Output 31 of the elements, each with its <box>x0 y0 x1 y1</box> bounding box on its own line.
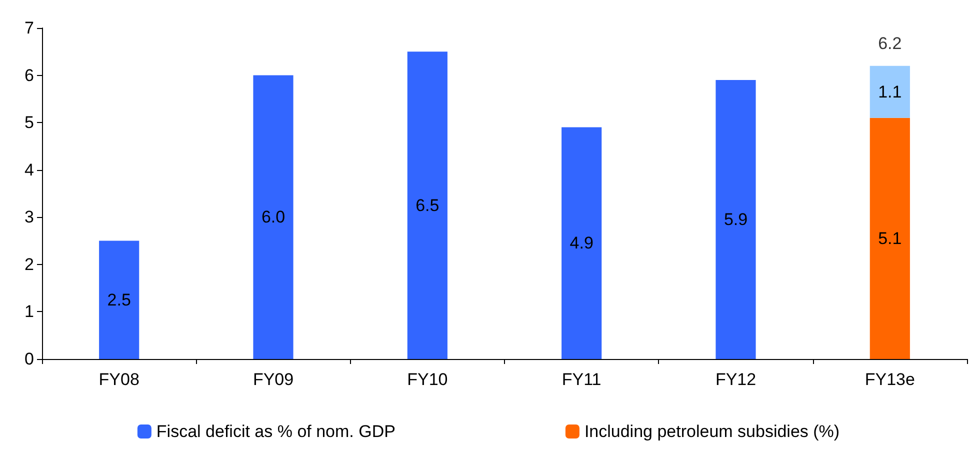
data-label: 5.9 <box>724 210 748 230</box>
x-tick-label: FY10 <box>407 370 448 389</box>
y-tick-label: 4 <box>24 160 34 180</box>
bar <box>716 80 756 359</box>
y-tick-label: 5 <box>24 113 34 132</box>
legend-label: Fiscal deficit as % of nom. GDP <box>156 422 396 441</box>
data-label: 4.9 <box>570 234 594 253</box>
bar <box>253 75 294 359</box>
bar <box>407 52 448 359</box>
data-label: 2.5 <box>107 290 131 310</box>
x-tick-label: FY12 <box>715 370 756 389</box>
y-tick-label: 2 <box>24 254 34 274</box>
x-tick-label: FY13e <box>864 370 915 389</box>
bar <box>870 66 910 118</box>
y-tick-label: 6 <box>24 66 34 85</box>
y-tick-label: 0 <box>24 350 34 368</box>
data-label: 5.1 <box>878 228 902 248</box>
legend-label: Including petroleum subsidies (%) <box>584 422 840 441</box>
y-tick-label: 3 <box>24 208 34 227</box>
x-tick-label: FY08 <box>98 370 140 389</box>
bar <box>562 127 602 359</box>
x-tick-label: FY11 <box>562 370 602 389</box>
bar <box>99 240 140 359</box>
y-tick-label: 1 <box>24 302 34 322</box>
data-label: 1.1 <box>878 82 902 102</box>
total-label: 6.2 <box>878 34 902 53</box>
data-label: 6.5 <box>416 196 440 215</box>
y-tick-label: 7 <box>24 18 34 38</box>
bar <box>870 118 910 359</box>
x-tick-label: FY09 <box>252 370 294 389</box>
data-label: 6.0 <box>261 208 286 227</box>
